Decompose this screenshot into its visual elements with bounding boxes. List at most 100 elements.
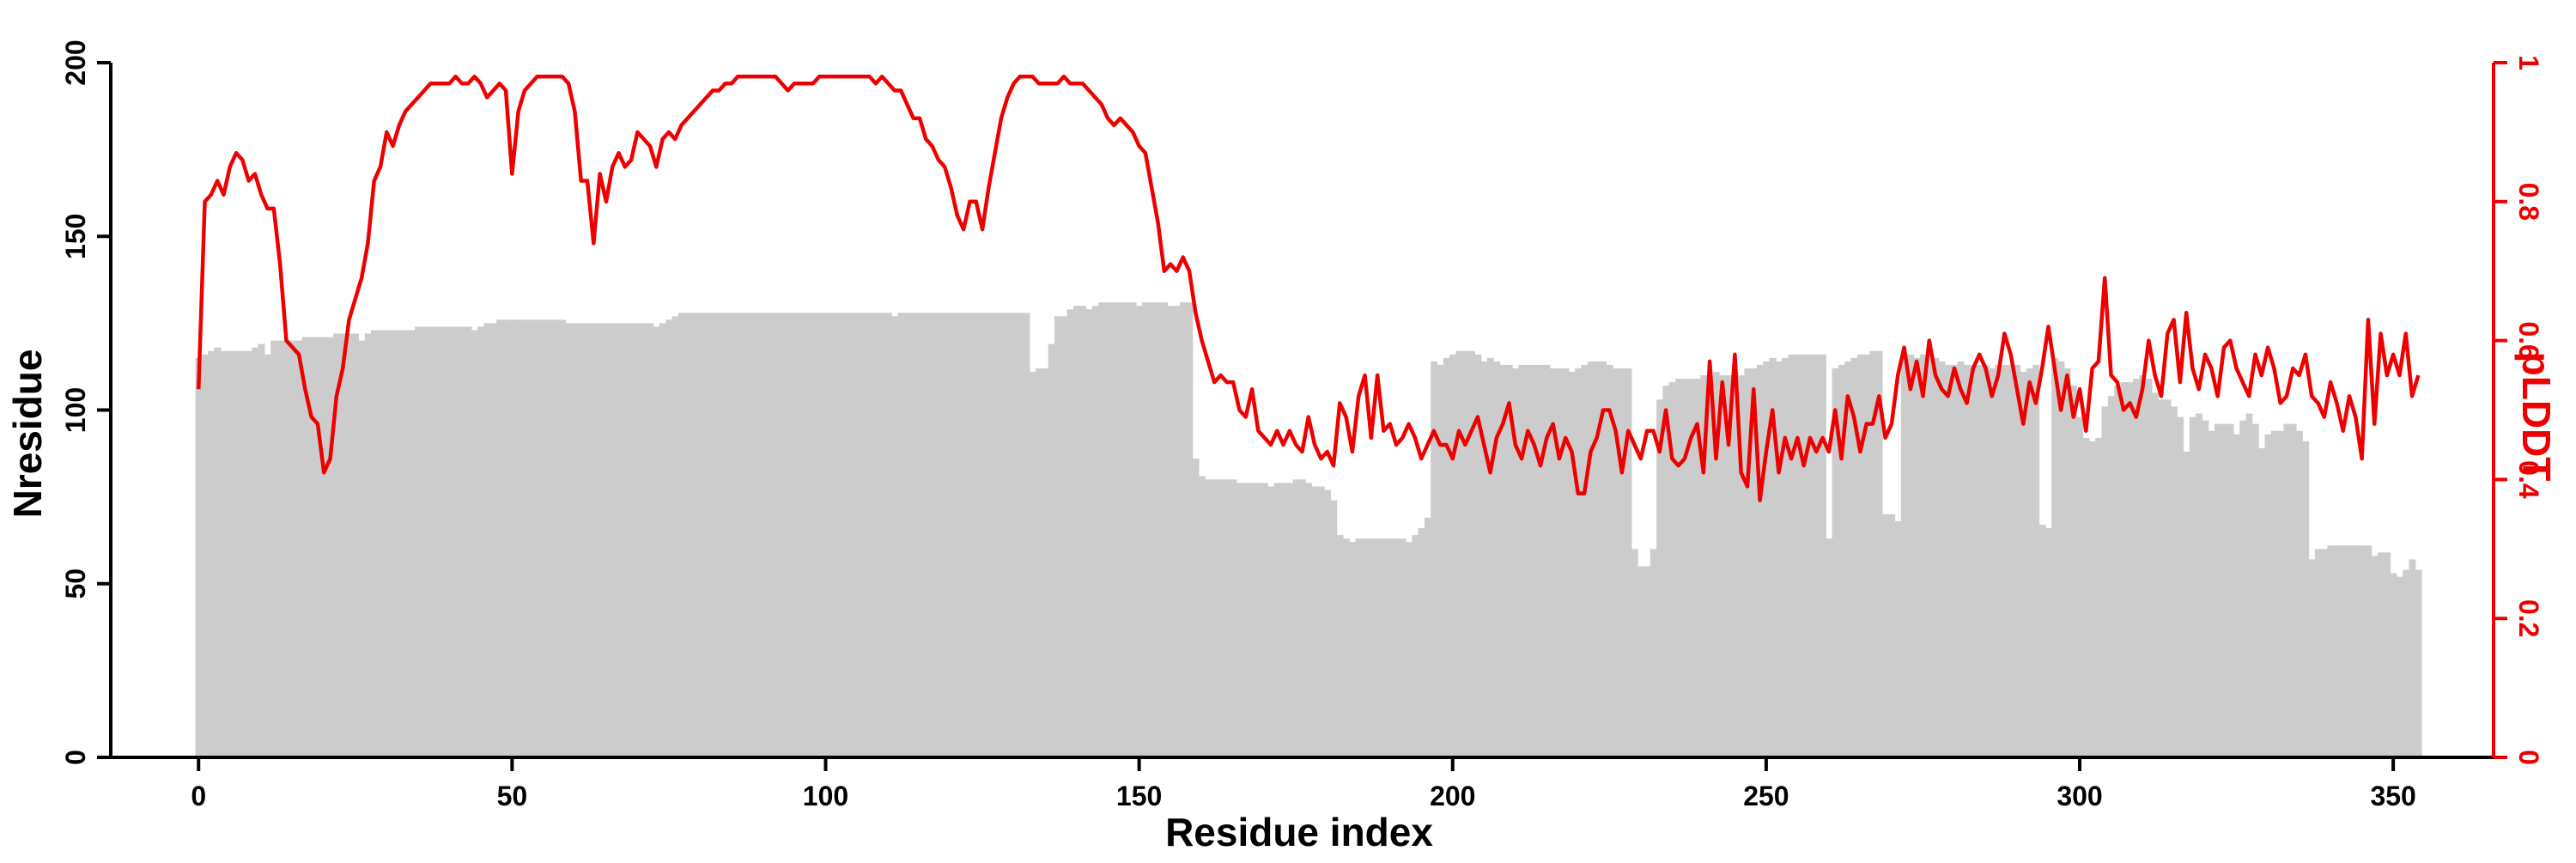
bar xyxy=(1079,306,1086,757)
y-left-tick-label: 100 xyxy=(60,387,91,433)
bar xyxy=(1675,379,1682,757)
bar xyxy=(942,313,949,757)
bar xyxy=(709,313,716,757)
bar xyxy=(208,351,215,757)
bar xyxy=(2196,414,2202,757)
bar xyxy=(1412,535,1419,757)
bar xyxy=(2384,552,2391,757)
bar xyxy=(1155,302,1162,757)
bar xyxy=(1814,355,1820,757)
bar xyxy=(2391,574,2397,757)
bar xyxy=(2258,448,2265,757)
y-right-tick-label: 0 xyxy=(2513,750,2544,765)
bar xyxy=(2165,399,2172,757)
bar xyxy=(641,323,647,757)
bar xyxy=(2327,545,2334,757)
y-right-tick-label: 0.2 xyxy=(2513,599,2544,637)
bar xyxy=(540,319,547,757)
bar xyxy=(2315,549,2322,757)
bar xyxy=(2233,435,2240,757)
bar xyxy=(1970,365,1977,757)
bar xyxy=(1236,483,1243,757)
bar xyxy=(2002,365,2008,757)
y-left-tick-label: 50 xyxy=(60,568,91,599)
bar xyxy=(1914,358,1921,757)
bar xyxy=(1419,528,1425,757)
bar xyxy=(1199,476,1206,757)
bar xyxy=(2372,556,2379,757)
bar xyxy=(1230,479,1237,757)
bar xyxy=(1556,368,1563,757)
bar xyxy=(2409,559,2415,757)
bar xyxy=(1474,355,1481,757)
bar xyxy=(2309,559,2316,757)
bar xyxy=(289,341,296,757)
bar xyxy=(1374,538,1381,757)
bar xyxy=(1212,479,1218,757)
bar xyxy=(1186,302,1193,757)
bar xyxy=(1643,567,1650,757)
bar xyxy=(1425,518,1431,757)
x-tick-label: 300 xyxy=(2057,781,2102,811)
bar xyxy=(716,313,723,757)
bar xyxy=(2032,365,2039,757)
bar xyxy=(447,326,453,757)
bar xyxy=(1356,538,1363,757)
bar xyxy=(1261,483,1268,757)
bar xyxy=(1525,365,1532,757)
bar xyxy=(1920,355,1927,757)
bar xyxy=(779,313,786,757)
bar xyxy=(1293,479,1300,757)
bar xyxy=(1468,351,1475,757)
bar xyxy=(829,313,835,757)
bar xyxy=(998,313,1005,757)
y-right-tick-label: 0.8 xyxy=(2513,183,2544,221)
bar xyxy=(961,313,968,757)
bar xyxy=(1537,365,1544,757)
bar xyxy=(1932,358,1939,757)
bar xyxy=(1625,368,1632,757)
bar xyxy=(1167,306,1174,757)
bar xyxy=(2108,396,2115,757)
bar xyxy=(1017,313,1024,757)
bar xyxy=(1305,483,1312,757)
x-tick-label: 100 xyxy=(803,781,848,811)
bar xyxy=(1224,479,1230,757)
bar xyxy=(2139,375,2146,757)
bar xyxy=(2271,431,2278,757)
bar xyxy=(1274,483,1281,757)
bar xyxy=(2359,545,2366,757)
x-axis-title: Residue index xyxy=(1165,810,1433,854)
bar xyxy=(2378,552,2385,757)
x-tick-label: 50 xyxy=(497,781,528,811)
bar xyxy=(1575,368,1582,757)
bar xyxy=(584,323,591,757)
bar xyxy=(496,319,503,757)
bar xyxy=(1142,302,1149,757)
bar xyxy=(465,326,472,757)
bar xyxy=(1042,368,1048,757)
bar xyxy=(214,348,221,757)
bar xyxy=(747,313,754,757)
bar xyxy=(992,313,999,757)
bar xyxy=(377,330,384,757)
bar xyxy=(2353,545,2360,757)
bar xyxy=(515,319,522,757)
bar xyxy=(1205,479,1212,757)
bar xyxy=(1362,538,1369,757)
bar xyxy=(1619,368,1625,757)
bar xyxy=(772,313,779,757)
bar xyxy=(1788,355,1795,757)
bar xyxy=(1563,368,1570,757)
bar xyxy=(1174,306,1181,757)
bar xyxy=(647,323,653,757)
bar xyxy=(1092,306,1099,757)
bar xyxy=(1945,365,1952,757)
x-tick-label: 200 xyxy=(1430,781,1475,811)
bar xyxy=(1193,459,1200,757)
bar xyxy=(690,313,697,757)
bar xyxy=(1036,368,1042,757)
bar xyxy=(2208,431,2215,757)
bar xyxy=(1795,355,1801,757)
bar xyxy=(967,313,974,757)
